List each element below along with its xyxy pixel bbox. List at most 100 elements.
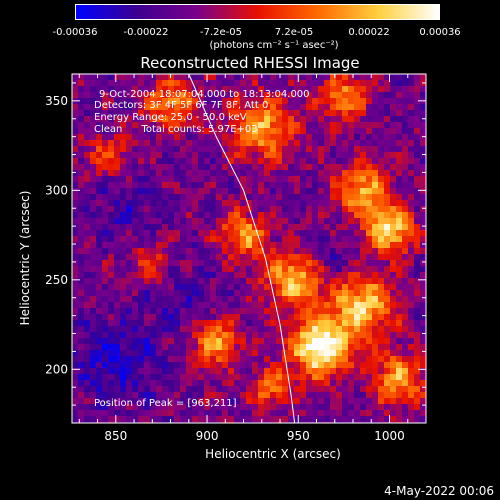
heatmap-cell [312,416,319,423]
heatmap-cell [240,374,247,381]
heatmap-cell [126,374,133,381]
heatmap-cell [342,350,349,357]
heatmap-cell [366,188,373,195]
heatmap-cell [288,242,295,249]
heatmap-cell [90,152,97,159]
heatmap-cell [420,320,426,327]
heatmap-cell [420,128,426,135]
heatmap-cell [264,74,271,81]
heatmap-cell [180,410,187,417]
heatmap-cell [228,212,235,219]
heatmap-cell [288,74,295,81]
heatmap-cell [174,254,181,261]
heatmap-cell [408,254,415,261]
heatmap-cell [198,254,205,261]
heatmap-cell [180,116,187,123]
heatmap-cell [270,314,277,321]
heatmap-cell [132,356,139,363]
heatmap-cell [96,230,103,237]
heatmap-cell [180,110,187,117]
heatmap-cell [228,146,235,153]
heatmap-cell [288,134,295,141]
heatmap-cell [228,296,235,303]
heatmap-cell [342,92,349,99]
heatmap-cell [90,116,97,123]
heatmap-cell [402,380,409,387]
heatmap-cell [78,266,85,273]
heatmap-cell [252,290,259,297]
heatmap-cell [102,362,109,369]
heatmap-cell [354,212,361,219]
heatmap-cell [360,386,367,393]
heatmap-cell [294,170,301,177]
heatmap-cell [96,194,103,201]
heatmap-cell [210,80,217,87]
heatmap-cell [72,122,79,129]
heatmap-cell [384,92,391,99]
heatmap-cell [138,86,145,93]
heatmap-cell [264,338,271,345]
heatmap-cell [396,194,403,201]
heatmap-cell [144,122,151,129]
heatmap-cell [144,194,151,201]
heatmap-cell [336,170,343,177]
heatmap-cell [108,164,115,171]
heatmap-cell [72,74,79,81]
heatmap-cell [312,152,319,159]
heatmap-cell [294,374,301,381]
heatmap-cell [312,158,319,165]
heatmap-cell [246,284,253,291]
heatmap-cell [84,182,91,189]
heatmap-cell [120,146,127,153]
heatmap-cell [390,200,397,207]
heatmap-cell [378,290,385,297]
heatmap-cell [150,320,157,327]
heatmap-cell [420,248,426,255]
heatmap-cell [306,74,313,81]
heatmap-cell [186,98,193,105]
heatmap-cell [144,242,151,249]
heatmap-cell [114,242,121,249]
heatmap-cell [168,74,175,81]
heatmap-cell [384,146,391,153]
heatmap-cell [96,74,103,81]
heatmap-cell [126,404,133,411]
heatmap-cell [354,188,361,195]
heatmap-cell [132,188,139,195]
heatmap-cell [318,176,325,183]
heatmap-cell [354,128,361,135]
heatmap-cell [126,332,133,339]
heatmap-cell [360,308,367,315]
heatmap-cell [306,116,313,123]
heatmap-cell [348,332,355,339]
heatmap-cell [408,410,415,417]
heatmap-cell [108,416,115,423]
heatmap-cell [330,74,337,81]
heatmap-cell [204,386,211,393]
heatmap-cell [222,398,229,405]
heatmap-cell [132,218,139,225]
heatmap-cell [126,164,133,171]
heatmap-cell [246,242,253,249]
heatmap-cell [252,374,259,381]
heatmap-cell [210,404,217,411]
heatmap-cell [306,170,313,177]
heatmap-cell [78,410,85,417]
heatmap-cell [342,236,349,243]
heatmap-cell [288,362,295,369]
heatmap-cell [216,152,223,159]
heatmap-cell [72,278,79,285]
heatmap-cell [372,248,379,255]
heatmap-cell [348,74,355,81]
heatmap-cell [210,74,217,81]
heatmap-cell [390,218,397,225]
heatmap-cell [408,344,415,351]
heatmap-cell [342,104,349,111]
heatmap-cell [240,296,247,303]
heatmap-cell [408,110,415,117]
heatmap-cell [402,176,409,183]
heatmap-cell [246,86,253,93]
heatmap-cell [366,410,373,417]
heatmap-cell [240,80,247,87]
heatmap-cell [210,152,217,159]
